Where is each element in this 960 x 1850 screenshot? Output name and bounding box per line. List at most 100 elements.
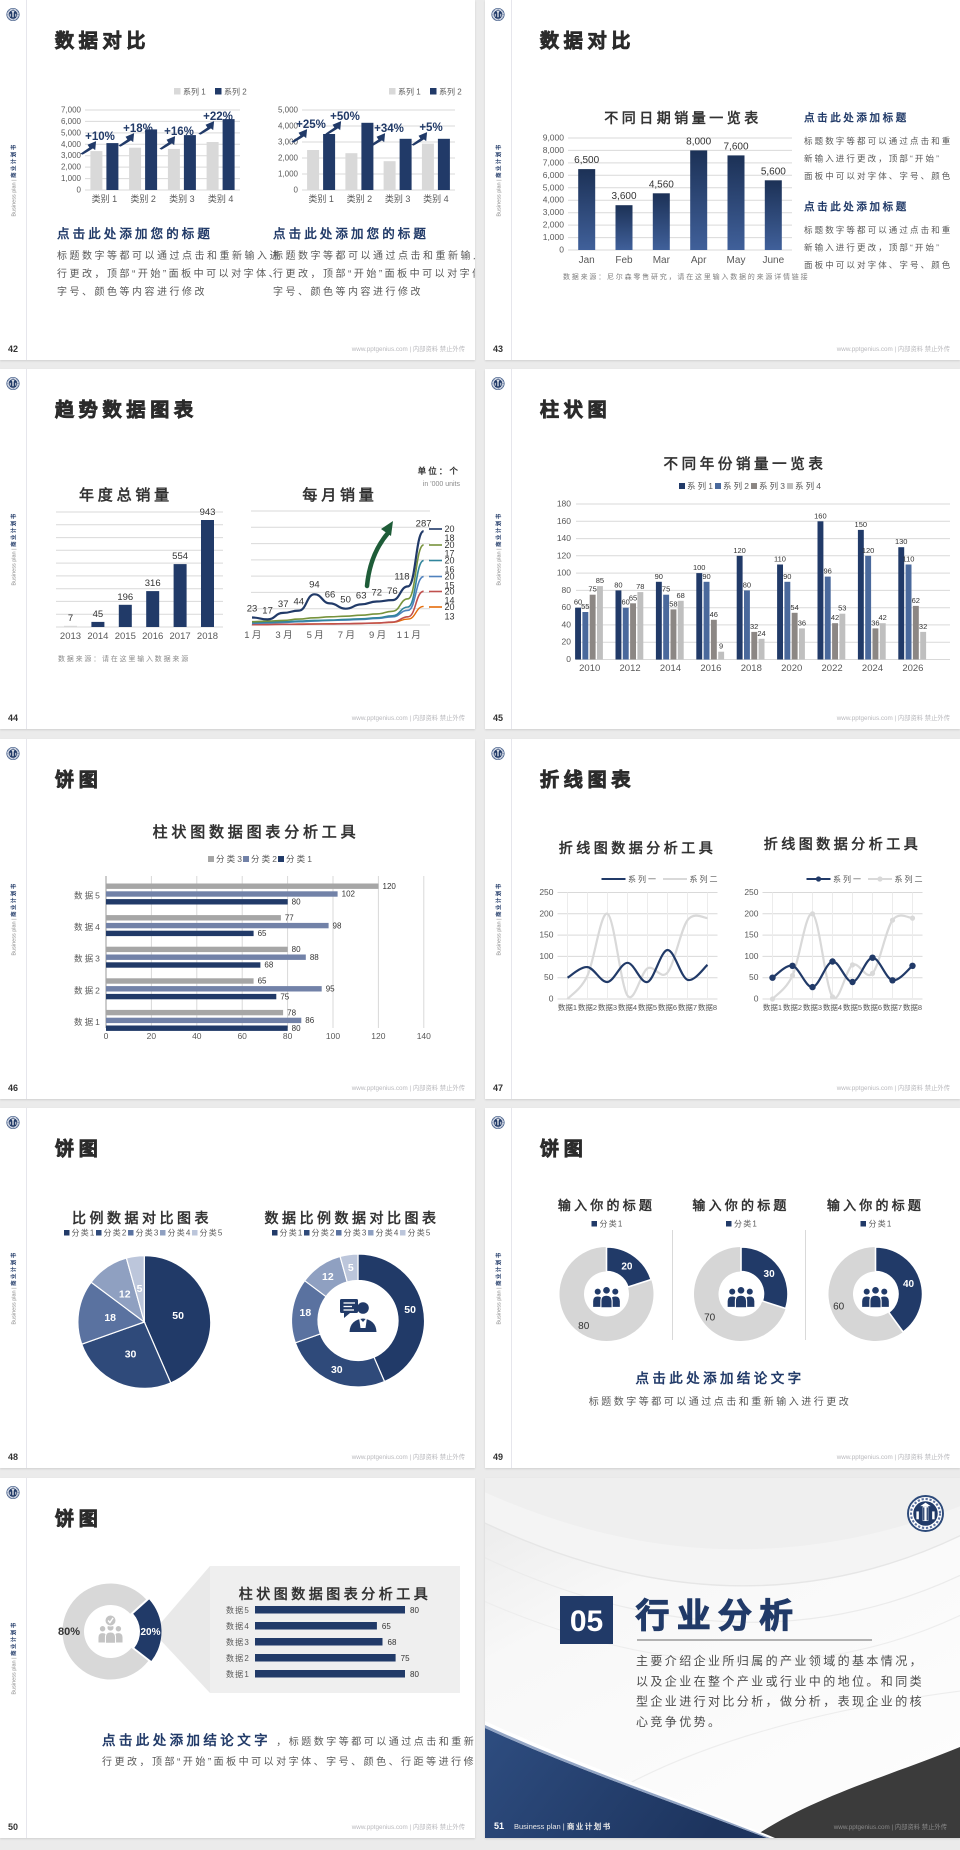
svg-text:型企业进行对比分析，做分析，表现企业的核: 型企业进行对比分析，做分析，表现企业的核 bbox=[636, 1694, 924, 1709]
svg-text:118: 118 bbox=[394, 571, 409, 582]
svg-text:9月: 9月 bbox=[369, 630, 389, 641]
svg-text:数据2: 数据2 bbox=[74, 985, 102, 995]
svg-text:23: 23 bbox=[247, 603, 258, 614]
svg-text:比例数据对比图表: 比例数据对比图表 bbox=[72, 1210, 212, 1226]
svg-text:2013: 2013 bbox=[60, 631, 81, 642]
svg-text:数据对比: 数据对比 bbox=[540, 29, 635, 52]
svg-text:1,000: 1,000 bbox=[61, 174, 82, 183]
svg-text:196: 196 bbox=[117, 592, 133, 603]
svg-text:36: 36 bbox=[871, 618, 879, 627]
svg-text:54: 54 bbox=[790, 603, 798, 612]
svg-text:80: 80 bbox=[292, 1024, 301, 1033]
svg-text:分类2: 分类2 bbox=[104, 1228, 128, 1238]
svg-text:饼图: 饼图 bbox=[540, 1137, 588, 1160]
svg-text:80: 80 bbox=[410, 1670, 419, 1679]
svg-text:2,000: 2,000 bbox=[543, 220, 565, 230]
svg-text:柱状图数据图表分析工具: 柱状图数据图表分析工具 bbox=[153, 823, 360, 841]
svg-text:80: 80 bbox=[283, 1031, 293, 1041]
svg-text:78: 78 bbox=[636, 582, 644, 591]
svg-text:分类3: 分类3 bbox=[136, 1228, 160, 1238]
svg-text:5,600: 5,600 bbox=[761, 166, 786, 177]
svg-text:2026: 2026 bbox=[902, 663, 923, 674]
svg-text:www.pptgenius.com | 内部资料 禁止外传: www.pptgenius.com | 内部资料 禁止外传 bbox=[351, 1083, 465, 1092]
svg-text:点击此处添加您的标题: 点击此处添加您的标题 bbox=[273, 226, 429, 241]
svg-text:分类5: 分类5 bbox=[408, 1228, 432, 1238]
svg-text:0: 0 bbox=[104, 1031, 109, 1041]
svg-text:9: 9 bbox=[719, 642, 723, 651]
svg-text:100: 100 bbox=[539, 951, 553, 961]
svg-text:120: 120 bbox=[862, 546, 875, 555]
svg-text:140: 140 bbox=[557, 533, 571, 543]
svg-text:90: 90 bbox=[655, 572, 663, 581]
svg-text:4,560: 4,560 bbox=[649, 179, 674, 190]
svg-text:50: 50 bbox=[749, 972, 759, 982]
svg-text:76: 76 bbox=[387, 586, 398, 597]
svg-text:85: 85 bbox=[596, 576, 604, 585]
svg-text:1,000: 1,000 bbox=[543, 232, 565, 242]
svg-text:心竞争优势。: 心竞争优势。 bbox=[636, 1715, 722, 1729]
svg-text:86: 86 bbox=[305, 1016, 314, 1025]
svg-text:287: 287 bbox=[416, 519, 432, 530]
svg-text:0: 0 bbox=[294, 186, 299, 195]
svg-text:June: June bbox=[762, 255, 784, 266]
svg-text:80: 80 bbox=[562, 585, 572, 595]
svg-text:主要介绍企业所归属的产业领域的基本情况，: 主要介绍企业所归属的产业领域的基本情况， bbox=[636, 1653, 924, 1668]
svg-text:2,000: 2,000 bbox=[278, 154, 299, 163]
svg-text:5月: 5月 bbox=[307, 630, 327, 641]
svg-text:www.pptgenius.com | 内部资料 禁止外传: www.pptgenius.com | 内部资料 禁止外传 bbox=[351, 1822, 465, 1831]
svg-text:系列4: 系列4 bbox=[795, 481, 823, 491]
svg-text:95: 95 bbox=[326, 985, 335, 994]
svg-text:20: 20 bbox=[562, 637, 572, 647]
svg-text:以及企业在整个产业或行业中的地位。和同类: 以及企业在整个产业或行业中的地位。和同类 bbox=[636, 1673, 924, 1688]
svg-text:58: 58 bbox=[669, 599, 677, 608]
svg-text:数据4: 数据4 bbox=[226, 1621, 250, 1631]
svg-text:200: 200 bbox=[539, 908, 553, 918]
svg-text:8,000: 8,000 bbox=[543, 145, 565, 155]
svg-text:102: 102 bbox=[342, 890, 356, 899]
svg-text:88: 88 bbox=[310, 953, 319, 962]
svg-text:Business plan | 商业计划书: Business plan | 商业计划书 bbox=[495, 1251, 503, 1324]
svg-text:48: 48 bbox=[8, 1452, 18, 1462]
svg-text:75: 75 bbox=[280, 992, 289, 1001]
svg-text:标题数字等都可以通过点击和重: 标题数字等都可以通过点击和重 bbox=[804, 136, 952, 146]
svg-text:in '000 units: in '000 units bbox=[423, 481, 461, 488]
svg-text:www.pptgenius.com | 内部资料 禁止外传: www.pptgenius.com | 内部资料 禁止外传 bbox=[351, 1452, 465, 1461]
svg-text:7: 7 bbox=[68, 613, 73, 624]
svg-text:49: 49 bbox=[493, 1452, 503, 1462]
svg-text:37: 37 bbox=[278, 599, 289, 610]
svg-text:45: 45 bbox=[93, 609, 104, 620]
svg-text:5: 5 bbox=[137, 1283, 143, 1295]
svg-text:数据6: 数据6 bbox=[658, 1002, 677, 1012]
svg-text:13: 13 bbox=[445, 612, 455, 622]
svg-text:20: 20 bbox=[445, 572, 455, 582]
svg-text:系列 1: 系列 1 bbox=[183, 87, 206, 97]
svg-text:78: 78 bbox=[287, 1008, 296, 1017]
svg-text:554: 554 bbox=[172, 551, 188, 562]
svg-text:100: 100 bbox=[557, 568, 571, 578]
svg-text:数据4: 数据4 bbox=[618, 1002, 637, 1012]
svg-text:点击此处添加标题: 点击此处添加标题 bbox=[804, 111, 909, 124]
svg-text:数据对比: 数据对比 bbox=[55, 29, 150, 52]
svg-text:75: 75 bbox=[401, 1654, 410, 1663]
svg-text:数据7: 数据7 bbox=[883, 1002, 902, 1012]
svg-text:数据2: 数据2 bbox=[226, 1653, 250, 1663]
svg-text:12: 12 bbox=[119, 1289, 131, 1301]
svg-text:www.pptgenius.com | 内部资料 禁止外传: www.pptgenius.com | 内部资料 禁止外传 bbox=[836, 1452, 950, 1461]
svg-text:943: 943 bbox=[200, 507, 216, 518]
svg-text:新输入进行更改，顶部“开始”: 新输入进行更改，顶部“开始” bbox=[804, 154, 941, 164]
svg-text:Business plan | 商业计划书: Business plan | 商业计划书 bbox=[10, 512, 18, 585]
svg-text:120: 120 bbox=[557, 550, 571, 560]
svg-text:18: 18 bbox=[104, 1312, 116, 1324]
svg-text:150: 150 bbox=[539, 930, 553, 940]
svg-text:5,000: 5,000 bbox=[278, 106, 299, 115]
svg-text:2010: 2010 bbox=[579, 663, 600, 674]
svg-text:字号、颜色等内容进行修改: 字号、颜色等内容进行修改 bbox=[57, 285, 207, 298]
svg-text:0: 0 bbox=[549, 994, 554, 1004]
svg-text:Jan: Jan bbox=[579, 255, 595, 266]
svg-text:80: 80 bbox=[743, 580, 751, 589]
svg-text:80: 80 bbox=[292, 898, 301, 907]
svg-text:标题数字等都可以通过点击和重新输入进: 标题数字等都可以通过点击和重新输入进 bbox=[273, 249, 475, 262]
svg-text:60: 60 bbox=[833, 1301, 845, 1312]
svg-text:类别 1: 类别 1 bbox=[92, 193, 118, 204]
svg-text:2016: 2016 bbox=[142, 631, 163, 642]
